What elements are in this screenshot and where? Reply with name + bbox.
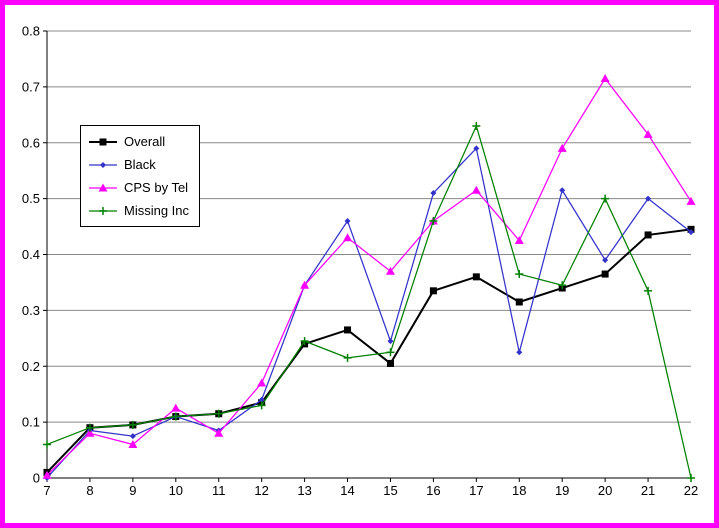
x-tick-label: 21 bbox=[641, 483, 655, 498]
triangle-marker-icon bbox=[343, 233, 353, 242]
triangle-marker-icon bbox=[171, 403, 181, 412]
square-marker-icon bbox=[344, 326, 352, 334]
triangle-marker-icon bbox=[471, 185, 481, 194]
legend-label: Black bbox=[124, 157, 156, 172]
diamond-marker-icon bbox=[516, 349, 523, 356]
diamond-marker-icon bbox=[100, 161, 106, 168]
y-tick-label: 0.1 bbox=[22, 415, 40, 430]
triangle-marker-icon bbox=[98, 183, 108, 191]
x-tick-label: 13 bbox=[297, 483, 311, 498]
square-marker-icon bbox=[644, 231, 652, 239]
y-tick-label: 0.8 bbox=[22, 24, 40, 39]
x-tick-label: 18 bbox=[512, 483, 526, 498]
y-tick-label: 0.7 bbox=[22, 79, 40, 94]
square-marker-icon bbox=[429, 287, 437, 295]
x-tick-label: 12 bbox=[254, 483, 268, 498]
legend-triangle-icon bbox=[89, 183, 117, 191]
diamond-marker-icon bbox=[129, 433, 136, 440]
triangle-marker-icon bbox=[300, 280, 310, 289]
x-tick-label: 15 bbox=[383, 483, 397, 498]
triangle-marker-icon bbox=[385, 266, 395, 275]
square-marker-icon bbox=[386, 359, 394, 367]
diamond-marker-icon bbox=[688, 229, 694, 236]
square-marker-icon bbox=[601, 270, 609, 278]
x-tick-label: 9 bbox=[129, 483, 136, 498]
triangle-marker-icon bbox=[600, 73, 610, 82]
diamond-marker-icon bbox=[473, 145, 480, 152]
diamond-marker-icon bbox=[645, 195, 652, 202]
square-marker-icon bbox=[472, 273, 480, 281]
square-marker-icon bbox=[515, 298, 523, 306]
y-tick-label: 0.6 bbox=[22, 135, 40, 150]
legend-item-cps-by-tel: CPS by Tel bbox=[88, 176, 189, 199]
y-tick-label: 0.2 bbox=[22, 359, 40, 374]
y-tick-label: 0.4 bbox=[22, 247, 40, 262]
x-tick-label: 10 bbox=[169, 483, 183, 498]
x-tick-label: 17 bbox=[469, 483, 483, 498]
line-chart: 0 0.1 0.2 0.3 0.4 0.5 0.6 0.7 0.8 7 8 9 10 11 12 13 14 15… bbox=[22, 24, 698, 499]
x-tick-label: 16 bbox=[426, 483, 440, 498]
y-tick-label: 0 bbox=[33, 471, 40, 486]
triangle-marker-icon bbox=[557, 143, 567, 152]
x-tick-label: 20 bbox=[598, 483, 612, 498]
x-tick-label: 19 bbox=[555, 483, 569, 498]
diamond-marker-icon bbox=[430, 190, 437, 197]
triangle-marker-icon bbox=[42, 470, 52, 479]
legend-label: CPS by Tel bbox=[124, 180, 189, 195]
diamond-marker-icon bbox=[258, 396, 265, 403]
triangle-marker-icon bbox=[257, 378, 267, 387]
triangle-marker-icon bbox=[85, 428, 95, 437]
triangle-marker-icon bbox=[686, 196, 696, 205]
legend-item-overall: Overall bbox=[88, 130, 189, 153]
x-tick-label: 11 bbox=[212, 483, 226, 498]
legend: Overall Black CPS by Tel Missing Inc bbox=[80, 125, 201, 227]
legend-label: Overall bbox=[124, 134, 166, 149]
y-tick-label: 0.5 bbox=[22, 191, 40, 206]
x-tick-label: 14 bbox=[340, 483, 354, 498]
diamond-marker-icon bbox=[602, 257, 609, 264]
legend-item-black: Black bbox=[88, 153, 189, 176]
diamond-marker-icon bbox=[559, 187, 566, 194]
diamond-marker-icon bbox=[344, 217, 351, 224]
diamond-marker-icon bbox=[387, 338, 394, 345]
triangle-marker-icon bbox=[643, 129, 653, 138]
series-line-missing-inc bbox=[46, 125, 692, 479]
x-tick-label: 7 bbox=[43, 483, 50, 498]
legend-diamond-icon bbox=[89, 161, 117, 168]
legend-label: Missing Inc bbox=[124, 203, 190, 218]
triangle-marker-icon bbox=[514, 236, 524, 245]
square-marker-icon bbox=[99, 138, 107, 145]
triangle-marker-icon bbox=[128, 439, 138, 448]
x-tick-label: 8 bbox=[86, 483, 93, 498]
legend-plus-icon bbox=[89, 206, 117, 215]
legend-square-icon bbox=[89, 138, 117, 145]
x-tick-label: 22 bbox=[684, 483, 698, 498]
legend-item-missing-inc: Missing Inc bbox=[88, 199, 189, 222]
series-line-cps-by-tel bbox=[46, 77, 692, 476]
triangle-marker-icon bbox=[214, 428, 224, 437]
y-tick-label: 0.3 bbox=[22, 303, 40, 318]
